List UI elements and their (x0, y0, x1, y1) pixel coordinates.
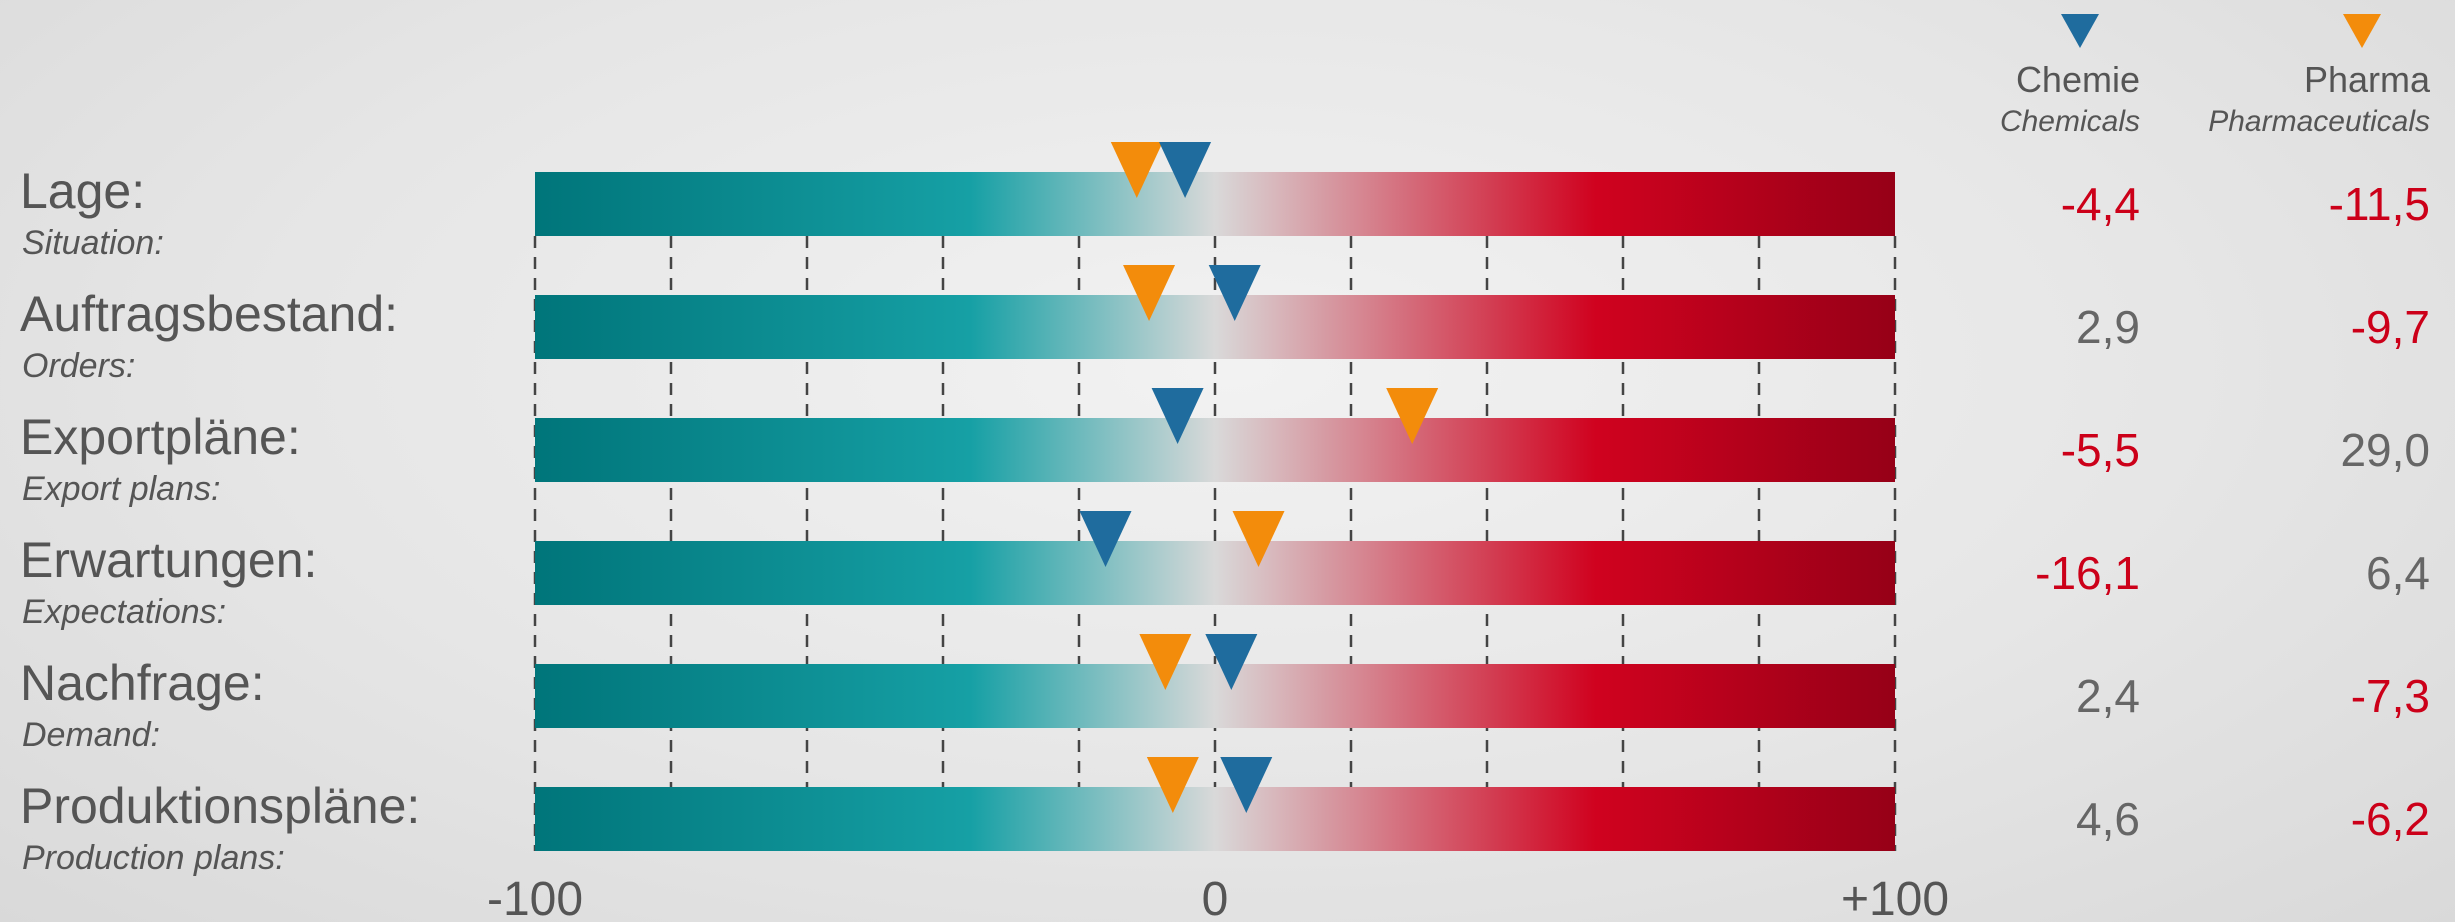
chemie-value-label: 2,9 (2076, 301, 2140, 353)
chemie-marker (1151, 388, 1204, 444)
pharma-value-label: -6,2 (2351, 793, 2430, 845)
row-label: Produktionspläne: (20, 778, 420, 834)
row-sublabel: Demand: (22, 716, 160, 754)
gridlines (533, 236, 1897, 851)
x-tick-label: +100 (1841, 873, 1949, 922)
down-triangle-icon (2343, 14, 2381, 48)
series-markers (1079, 142, 1439, 813)
legend-sublabel: Chemicals (2000, 105, 2140, 138)
row-sublabel: Production plans: (22, 839, 285, 877)
pharma-marker (1110, 142, 1163, 198)
legend-label: Chemie (2016, 59, 2140, 100)
pharma-value-label: 29,0 (2340, 424, 2430, 476)
row-sublabel: Export plans: (22, 470, 220, 508)
pharma-value-label: 6,4 (2366, 547, 2430, 599)
scale-bar (535, 418, 1895, 482)
pharma-marker (1232, 511, 1285, 567)
down-triangle-icon (2061, 14, 2099, 48)
scale-bar (535, 172, 1895, 236)
pharma-value-label: -7,3 (2351, 670, 2430, 722)
chemie-value-label: -4,4 (2061, 178, 2140, 230)
row-labels: Lage: Situation: Auftragsbestand: Orders: Ex… (20, 163, 420, 877)
legend-label: Pharma (2304, 59, 2431, 100)
chemie-value-label: 2,4 (2076, 670, 2140, 722)
scale-bar (535, 787, 1895, 851)
x-tick-label: -100 (487, 873, 583, 922)
chemie-value-label: 4,6 (2076, 793, 2140, 845)
pharma-marker (1386, 388, 1439, 444)
chemie-marker (1220, 757, 1273, 813)
pharma-marker (1146, 757, 1199, 813)
chemie-marker (1079, 511, 1132, 567)
pharma-marker (1123, 265, 1176, 321)
x-axis-ticks: -100 0 +100 (487, 873, 1949, 922)
row-label: Erwartungen: (20, 532, 317, 588)
pharma-value-label: -9,7 (2351, 301, 2430, 353)
row-sublabel: Situation: (22, 224, 164, 262)
row-label: Auftragsbestand: (20, 286, 398, 342)
row-label: Nachfrage: (20, 655, 265, 711)
chemie-marker (1159, 142, 1212, 198)
pharma-value-label: -11,5 (2329, 178, 2430, 230)
x-tick-label: 0 (1202, 873, 1229, 922)
row-sublabel: Expectations: (22, 593, 226, 631)
scale-bar (535, 664, 1895, 728)
row-label: Exportpläne: (20, 409, 301, 465)
pharma-marker (1139, 634, 1192, 690)
chemie-value-label: -5,5 (2061, 424, 2140, 476)
legend: Chemie Chemicals Pharma Pharmaceuticals (2000, 14, 2431, 138)
scale-bar (535, 541, 1895, 605)
chemie-marker (1205, 634, 1258, 690)
legend-sublabel: Pharmaceuticals (2208, 105, 2430, 138)
row-sublabel: Orders: (22, 347, 135, 385)
chemie-marker (1208, 265, 1261, 321)
value-labels: -4,4 2,9 -5,5 -16,1 2,4 4,6 -11,5 -9,7 29,0 6,4 -7… (2035, 178, 2430, 845)
row-label: Lage: (20, 163, 145, 219)
bars (535, 172, 1895, 851)
chemie-value-label: -16,1 (2035, 547, 2140, 599)
scale-bar (535, 295, 1895, 359)
